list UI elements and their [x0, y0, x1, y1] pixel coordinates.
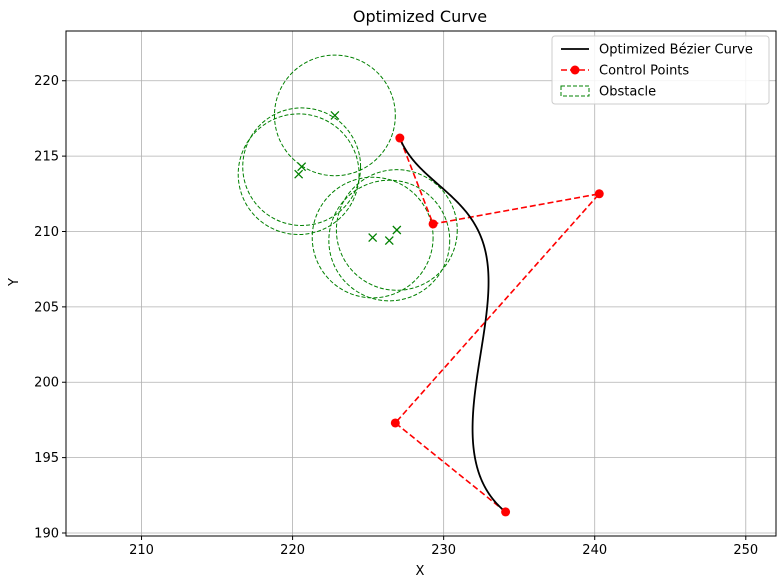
legend-label: Optimized Bézier Curve	[599, 43, 753, 58]
control-point-marker	[395, 133, 405, 143]
x-tick-label: 220	[280, 543, 305, 558]
control-point-marker	[390, 418, 400, 428]
plot-frame	[65, 30, 777, 537]
obstacles-layer	[237, 54, 458, 302]
control-polygon-layer	[394, 137, 602, 513]
y-tick-label: 210	[34, 225, 59, 240]
control-point-marker	[501, 507, 511, 517]
obstacle-center-marker	[368, 233, 378, 242]
legend-label: Obstacle	[599, 85, 656, 100]
obstacle-circle	[311, 176, 434, 299]
markers-layer	[390, 133, 604, 517]
obstacle-center-marker	[384, 236, 394, 245]
obstacle-circle	[328, 179, 451, 302]
obstacle-circle	[242, 107, 362, 226]
legend-handle-control-marker	[570, 65, 580, 75]
curve-layer	[399, 137, 507, 513]
y-tick-label: 195	[34, 451, 59, 466]
chart-title: Optimized Curve	[353, 7, 487, 26]
x-axis-label: X	[416, 564, 425, 579]
obstacle-center-marker	[330, 110, 340, 120]
y-tick-label: 190	[34, 526, 59, 541]
obstacle-circle	[273, 54, 396, 177]
grid-lines	[66, 31, 776, 536]
legend-handle-obstacle	[560, 85, 590, 97]
control-polygon	[394, 137, 602, 513]
y-tick-label: 215	[34, 150, 59, 165]
x-tick-label: 250	[733, 543, 758, 558]
legend: Optimized Bézier Curve Control Points Obst…	[551, 35, 770, 105]
y-tick-label: 200	[34, 376, 59, 391]
obstacle-center-marker	[297, 162, 307, 172]
legend-box	[551, 35, 770, 105]
obstacle-circle	[335, 169, 458, 291]
axis-ticks: 210 220 230 240 250 190 195 200 205 210 215 220	[34, 74, 758, 558]
obstacle-circle	[237, 113, 360, 236]
y-tick-label: 205	[34, 300, 59, 315]
obstacle-center-marker	[392, 225, 402, 235]
obstacle-center-marker	[294, 169, 304, 179]
x-tick-label: 230	[431, 543, 456, 558]
legend-label: Control Points	[599, 64, 689, 79]
control-point-marker	[594, 189, 604, 199]
y-axis-label: Y	[7, 278, 22, 287]
control-point-marker	[428, 219, 438, 229]
x-tick-label: 240	[582, 543, 607, 558]
bezier-curve	[399, 137, 507, 513]
x-tick-label: 210	[129, 543, 154, 558]
y-tick-label: 220	[34, 74, 59, 89]
